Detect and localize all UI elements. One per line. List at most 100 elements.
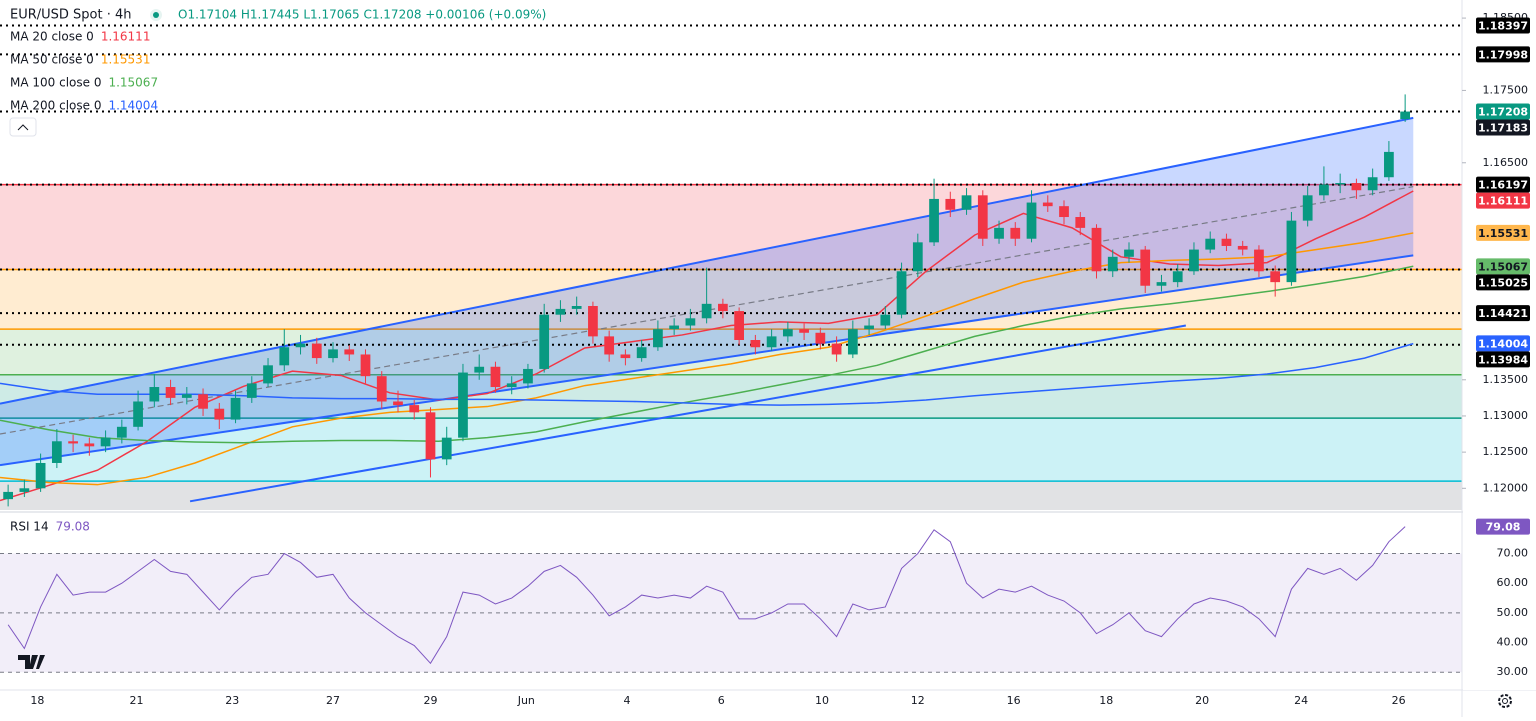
rsi-tick-label: 30.00	[1497, 665, 1529, 678]
candle-body	[734, 311, 744, 340]
price-badge-label: 1.15067	[1478, 260, 1528, 273]
candle-body	[409, 405, 420, 413]
x-tick-label: 16	[1007, 694, 1021, 707]
candle-body	[376, 376, 387, 402]
candle-body	[880, 314, 891, 326]
candle-body	[523, 368, 533, 384]
candle-body	[344, 349, 355, 355]
price-badge-label: 1.13984	[1478, 353, 1528, 366]
candle-body	[912, 242, 923, 272]
price-badge-label: 1.14004	[1478, 337, 1528, 350]
rsi-pane	[0, 526, 1462, 673]
rsi-value: 79.08	[56, 520, 90, 534]
candle-body	[1221, 238, 1232, 246]
candle-body	[84, 443, 95, 447]
candle-body	[718, 303, 728, 312]
candle-body	[279, 347, 290, 366]
candle-body	[1042, 202, 1053, 207]
candle-body	[945, 198, 956, 210]
rsi-badge-label: 79.08	[1486, 521, 1521, 534]
candle-body	[1319, 184, 1329, 196]
candle-body	[620, 354, 631, 359]
candle-body	[1140, 249, 1151, 286]
candle-body	[1059, 206, 1069, 218]
candle-body	[1091, 227, 1102, 272]
price-badge-label: 1.14421	[1478, 307, 1528, 320]
legend-name: MA 100 close 0	[10, 76, 101, 90]
candle-body	[165, 387, 176, 398]
price-badge	[1476, 305, 1530, 322]
y-tick-label: 1.17500	[1483, 83, 1529, 96]
candle-body	[51, 441, 62, 463]
legend-value: 1.15531	[101, 53, 151, 67]
candle-body	[3, 491, 13, 500]
candle-body	[1367, 177, 1378, 191]
candle-body	[1302, 195, 1313, 221]
rsi-name: RSI 14	[10, 520, 49, 534]
rsi-tick-label: 60.00	[1497, 576, 1529, 589]
x-tick-label: 18	[1099, 694, 1113, 707]
candle-body	[1254, 249, 1264, 272]
x-tick-label: 23	[225, 694, 239, 707]
candle-body	[490, 366, 501, 388]
candle-body	[994, 227, 1004, 239]
collapse-button[interactable]	[9, 117, 37, 137]
x-tick-label: 21	[129, 694, 143, 707]
fib-band	[0, 269, 1462, 330]
y-tick-label: 1.13500	[1483, 373, 1529, 386]
candle-body	[766, 336, 777, 348]
fib-band	[0, 481, 1462, 510]
candle-body	[1107, 256, 1118, 272]
candle-body	[295, 343, 306, 348]
candle-body	[750, 340, 761, 348]
x-tick-label: 4	[624, 694, 631, 707]
candle-body	[1124, 249, 1134, 257]
price-badge	[1476, 17, 1530, 34]
price-axis: 1.185001.175001.165001.135001.130001.125…	[1462, 0, 1536, 690]
y-tick-label: 1.12000	[1483, 481, 1529, 494]
candle-body	[1172, 271, 1183, 283]
rsi-tick-label: 70.00	[1497, 547, 1529, 560]
candle-body	[815, 332, 826, 344]
candle-body	[896, 271, 907, 315]
candle-body	[68, 441, 78, 444]
status-dot	[153, 12, 159, 18]
x-tick-label: 18	[30, 694, 44, 707]
candle-body	[19, 488, 30, 492]
candle-body	[1335, 183, 1346, 185]
candle-body	[214, 408, 225, 420]
moving-average	[0, 265, 1414, 444]
rsi-tick-label: 40.00	[1497, 636, 1529, 649]
candle-body	[198, 394, 208, 409]
candle-body	[588, 306, 598, 337]
candle-body	[669, 325, 680, 330]
x-tick-label: 24	[1294, 694, 1308, 707]
price-badge	[1476, 335, 1530, 352]
rsi-tick-label: 50.00	[1497, 606, 1529, 619]
legend-name: MA 20 close 0	[10, 30, 94, 44]
price-badge	[1476, 192, 1530, 209]
candle-body	[1237, 245, 1248, 250]
price-badge	[1476, 119, 1530, 136]
x-tick-label: 6	[718, 694, 725, 707]
tv-logo	[18, 655, 45, 669]
candle-body	[1156, 282, 1167, 286]
price-pane	[0, 24, 1462, 510]
price-badge	[1476, 176, 1530, 193]
price-badge-label: 1.17208	[1478, 106, 1528, 119]
x-tick-label: 29	[423, 694, 437, 707]
candle-body	[929, 198, 939, 243]
candle-body	[864, 325, 874, 330]
settings-gear[interactable]	[1498, 694, 1512, 708]
price-badge-label: 1.17183	[1478, 122, 1528, 135]
candle-body	[133, 401, 143, 427]
y-tick-label: 1.13000	[1483, 409, 1529, 422]
overlay: EUR/USD Spot · 4h O1.17104 H1.17445 L1.1…	[9, 8, 1512, 708]
price-badge	[1476, 46, 1530, 63]
chart-title: EUR/USD Spot · 4h	[10, 8, 132, 23]
price-badge-label: 1.18397	[1478, 20, 1528, 33]
candle-body	[311, 343, 322, 359]
candle-body	[328, 349, 338, 359]
candle-body	[653, 329, 663, 348]
